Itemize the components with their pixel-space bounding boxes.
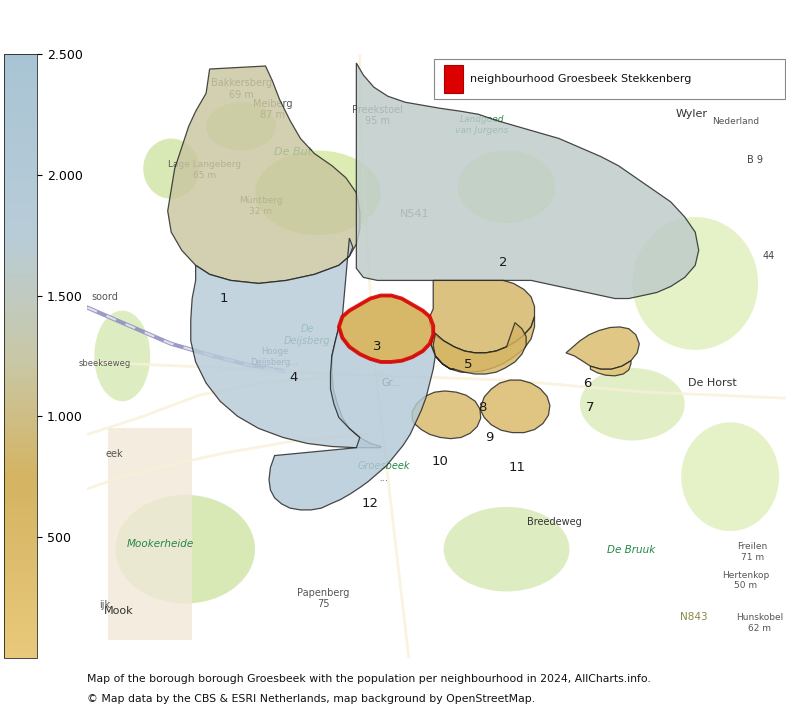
FancyBboxPatch shape [108,429,192,640]
Text: 2: 2 [499,256,507,269]
Ellipse shape [632,217,758,350]
Polygon shape [191,238,381,448]
Polygon shape [357,63,699,298]
Polygon shape [434,323,526,374]
Text: Hertenkop
50 m: Hertenkop 50 m [722,571,769,590]
Ellipse shape [255,150,381,235]
Text: 6: 6 [583,377,591,390]
Text: 44: 44 [762,251,775,261]
Ellipse shape [206,102,276,150]
Text: 10: 10 [432,455,449,468]
Polygon shape [269,327,454,510]
Text: 11: 11 [508,461,526,474]
Text: N843: N843 [680,612,707,622]
Ellipse shape [681,422,779,531]
Text: Mookerheide: Mookerheide [127,539,195,549]
Polygon shape [480,380,550,433]
Text: 4: 4 [289,370,298,383]
Text: sbeekseweg: sbeekseweg [79,359,131,367]
Text: soord: soord [91,292,118,302]
Text: eek: eek [105,449,123,459]
Text: Preekstoel
95 m: Preekstoel 95 m [352,105,403,127]
Polygon shape [339,296,434,362]
Text: Papenberg
75: Papenberg 75 [297,588,349,610]
Ellipse shape [94,311,150,401]
Text: Müntberg
32 m: Müntberg 32 m [239,196,283,216]
Text: 8: 8 [478,400,486,413]
Text: 7: 7 [586,400,595,413]
Text: ijk: ijk [99,600,110,610]
Polygon shape [430,280,534,353]
Text: N541: N541 [399,209,429,219]
Polygon shape [339,296,434,362]
Text: De But: De But [275,147,313,157]
FancyBboxPatch shape [434,59,785,99]
Ellipse shape [115,495,255,603]
Text: Meiberg
87 m: Meiberg 87 m [252,99,292,120]
Text: Wyler: Wyler [676,109,707,119]
Ellipse shape [143,139,199,199]
Text: © Map data by the CBS & ESRI Netherlands, map background by OpenStreetMap.: © Map data by the CBS & ESRI Netherlands… [87,694,535,704]
Text: Nederland: Nederland [712,117,759,126]
Text: Bakkersberg
69 m: Bakkersberg 69 m [210,78,272,100]
Text: Breedeweg: Breedeweg [526,517,581,527]
Polygon shape [591,361,631,376]
Ellipse shape [580,368,684,441]
Polygon shape [168,66,360,283]
Text: Freilen
71 m: Freilen 71 m [738,543,768,562]
Text: 9: 9 [485,431,493,444]
Text: Gr...: Gr... [381,378,401,388]
Text: De
Deijsberg: De Deijsberg [284,324,331,346]
Text: Groesbeek
...: Groesbeek ... [358,461,410,482]
Text: Mook: Mook [104,606,133,615]
Text: Landgoed
van Jurgens: Landgoed van Jurgens [456,116,509,135]
Bar [444,65,463,93]
Text: neighbourhood Groesbeek Stekkenberg: neighbourhood Groesbeek Stekkenberg [470,73,692,83]
Text: Hunskobel
62 m: Hunskobel 62 m [736,613,783,633]
Polygon shape [431,316,534,372]
Ellipse shape [457,150,556,223]
Text: 12: 12 [362,498,379,510]
Text: 5: 5 [464,359,472,372]
Ellipse shape [444,507,569,592]
Text: Hooge
Deijsberg...: Hooge Deijsberg... [251,347,299,367]
Polygon shape [566,327,639,369]
Polygon shape [412,391,480,439]
Text: De Horst: De Horst [688,378,737,388]
Text: 1: 1 [219,292,228,305]
Text: B 9: B 9 [746,155,762,165]
Text: De Bruuk: De Bruuk [607,546,655,555]
Text: Lage Langeberg
65 m: Lage Langeberg 65 m [168,160,241,180]
Text: 3: 3 [373,340,382,353]
Text: Map of the borough borough Groesbeek with the population per neighbourhood in 20: Map of the borough borough Groesbeek wit… [87,674,651,684]
